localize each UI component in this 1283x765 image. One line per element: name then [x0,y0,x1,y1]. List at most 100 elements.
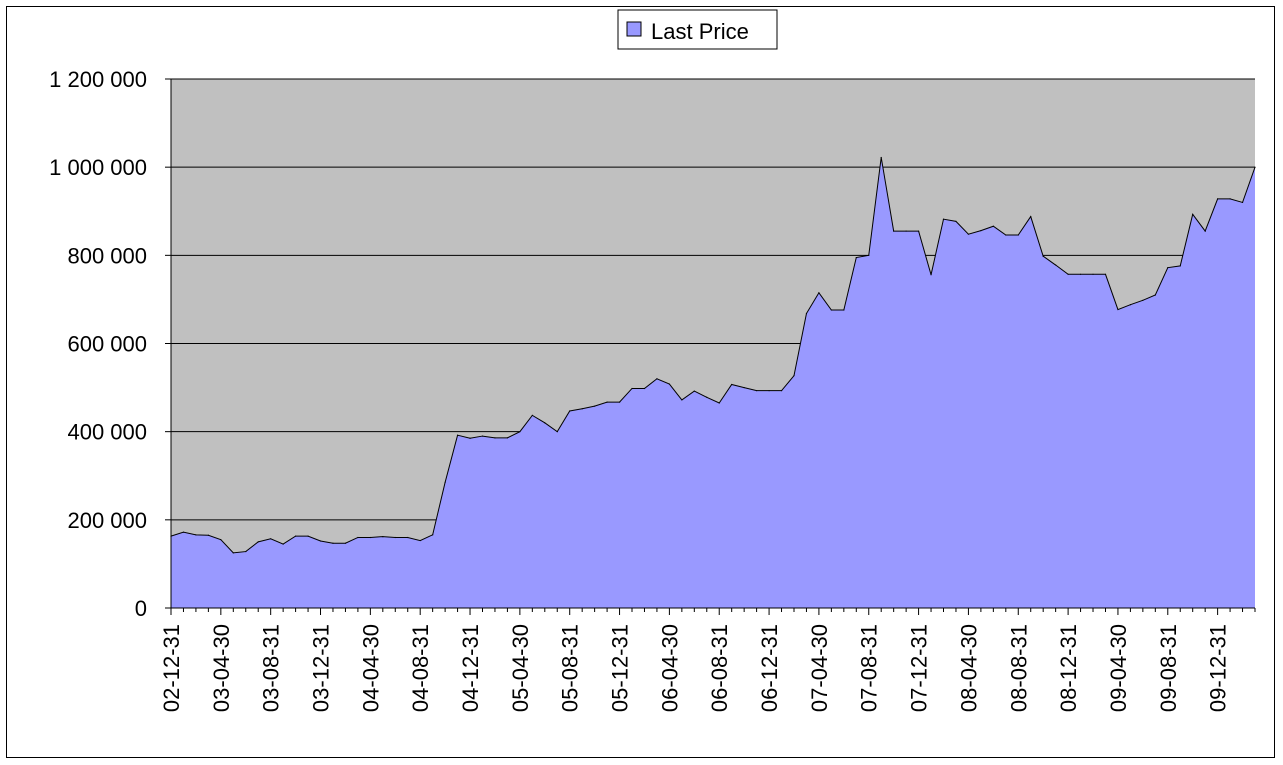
axes [165,78,1256,615]
data-point-09-12-31 [1217,198,1219,200]
data-point-06-10-31 [743,386,745,389]
y-tick-label-0: 0 [135,596,147,621]
data-point-10-03-31 [1254,166,1256,168]
data-point-08-06-30 [992,225,994,227]
x-axis-labels: 02-12-31 03-04-30 03-08-31 03-12-31 04-04-30… [159,624,1231,712]
data-point-08-07-31 [1005,234,1007,236]
y-tick-label-6: 1 200 000 [49,67,147,92]
data-point-09-09-30 [1179,265,1181,267]
data-point-07-11-30 [905,230,907,232]
data-point-03-04-30 [220,539,222,541]
legend: Last Price [617,9,778,50]
data-point-08-01-31 [930,274,932,276]
data-point-03-01-31 [182,531,185,533]
data-point-04-07-31 [407,536,409,539]
data-point-03-08-31 [270,538,272,540]
data-point-05-11-30 [606,401,608,403]
data-point-03-10-31 [294,535,297,537]
data-point-06-08-31 [718,402,720,404]
data-point-08-12-31 [1067,273,1069,275]
x-tick-label-12: 06-12-31 [757,624,782,712]
data-point-04-01-31 [332,542,334,544]
data-point-06-09-30 [731,383,733,386]
data-point-07-07-31 [855,256,857,259]
data-point-05-01-31 [481,435,484,437]
x-tick-label-13: 07-04-30 [807,624,832,712]
x-tick-label-19: 09-04-30 [1106,624,1131,712]
data-point-03-07-31 [257,541,259,543]
data-point-10-01-31 [1229,198,1231,200]
data-point-07-06-30 [843,309,845,311]
x-tick-label-4: 04-04-30 [358,624,383,712]
y-tick-label-2: 400 000 [67,420,147,445]
data-point-05-12-31 [618,401,621,403]
data-point-07-10-31 [893,230,895,232]
data-point-08-08-31 [1017,234,1019,236]
data-point-04-05-31 [382,535,384,538]
data-point-06-02-28 [643,387,646,390]
data-point-03-11-30 [307,535,309,537]
data-point-07-05-31 [830,309,832,311]
data-point-09-11-30 [1204,230,1206,232]
data-point-04-04-30 [369,536,371,539]
data-point-09-10-31 [1192,213,1194,215]
data-point-04-12-31 [469,437,471,439]
data-point-04-03-31 [357,536,359,539]
data-point-08-05-31 [980,230,982,232]
x-tick-label-1: 03-04-30 [209,624,234,712]
data-point-07-03-31 [805,312,808,315]
x-tick-label-11: 06-08-31 [707,624,732,712]
data-point-04-10-31 [444,481,446,483]
data-point-09-08-31 [1167,267,1169,269]
data-point-06-06-30 [693,390,695,392]
data-point-04-08-31 [419,539,421,542]
data-point-09-01-31 [1079,273,1082,275]
data-point-05-02-28 [494,437,496,439]
data-point-07-08-31 [868,254,870,256]
data-point-06-11-30 [756,390,758,392]
data-point-08-04-30 [967,233,970,235]
x-tick-label-6: 04-12-31 [458,624,483,712]
data-point-07-04-30 [818,292,820,294]
data-point-08-11-30 [1055,264,1057,266]
data-point-09-06-30 [1142,299,1144,301]
data-point-07-02-28 [793,375,795,377]
legend-swatch-last-price [626,21,642,37]
data-point-07-09-30 [880,156,882,159]
data-point-05-06-30 [544,422,546,424]
data-point-04-06-30 [394,536,396,539]
data-point-03-12-31 [319,540,322,542]
data-point-03-09-30 [282,543,284,545]
data-point-05-03-31 [506,437,509,439]
x-tick-label-5: 04-08-31 [408,624,433,712]
y-tick-label-3: 600 000 [67,332,147,357]
data-point-06-05-31 [681,399,683,401]
data-point-06-03-31 [656,378,658,380]
data-point-08-02-29 [942,218,945,220]
data-point-05-07-31 [556,431,558,433]
data-point-05-05-31 [531,414,533,416]
data-point-10-02-28 [1241,201,1244,204]
y-tick-label-4: 800 000 [67,243,147,268]
data-point-05-08-31 [569,410,571,412]
series-area-layer [170,156,1256,608]
data-point-09-07-31 [1154,294,1156,296]
data-point-07-01-31 [780,390,783,392]
x-tick-label-3: 03-12-31 [309,624,334,712]
data-point-08-09-30 [1030,215,1032,218]
x-tick-label-9: 05-12-31 [608,624,633,712]
x-tick-label-14: 07-08-31 [857,624,882,712]
data-point-04-02-29 [344,542,347,544]
x-tick-label-10: 06-04-30 [657,624,682,712]
data-point-03-03-31 [207,534,209,536]
data-point-09-05-31 [1129,304,1132,306]
x-tick-label-15: 07-12-31 [907,624,932,712]
data-point-06-01-31 [631,387,633,390]
y-axis-labels: 0 200 000 400 000 600 000 800 000 1 000 000 1 … [49,67,147,621]
data-point-04-11-30 [456,434,459,436]
y-tick-label-5: 1 000 000 [49,155,147,180]
x-tick-label-18: 08-12-31 [1056,624,1081,712]
data-point-06-04-30 [668,383,670,385]
data-point-03-02-28 [195,534,197,536]
